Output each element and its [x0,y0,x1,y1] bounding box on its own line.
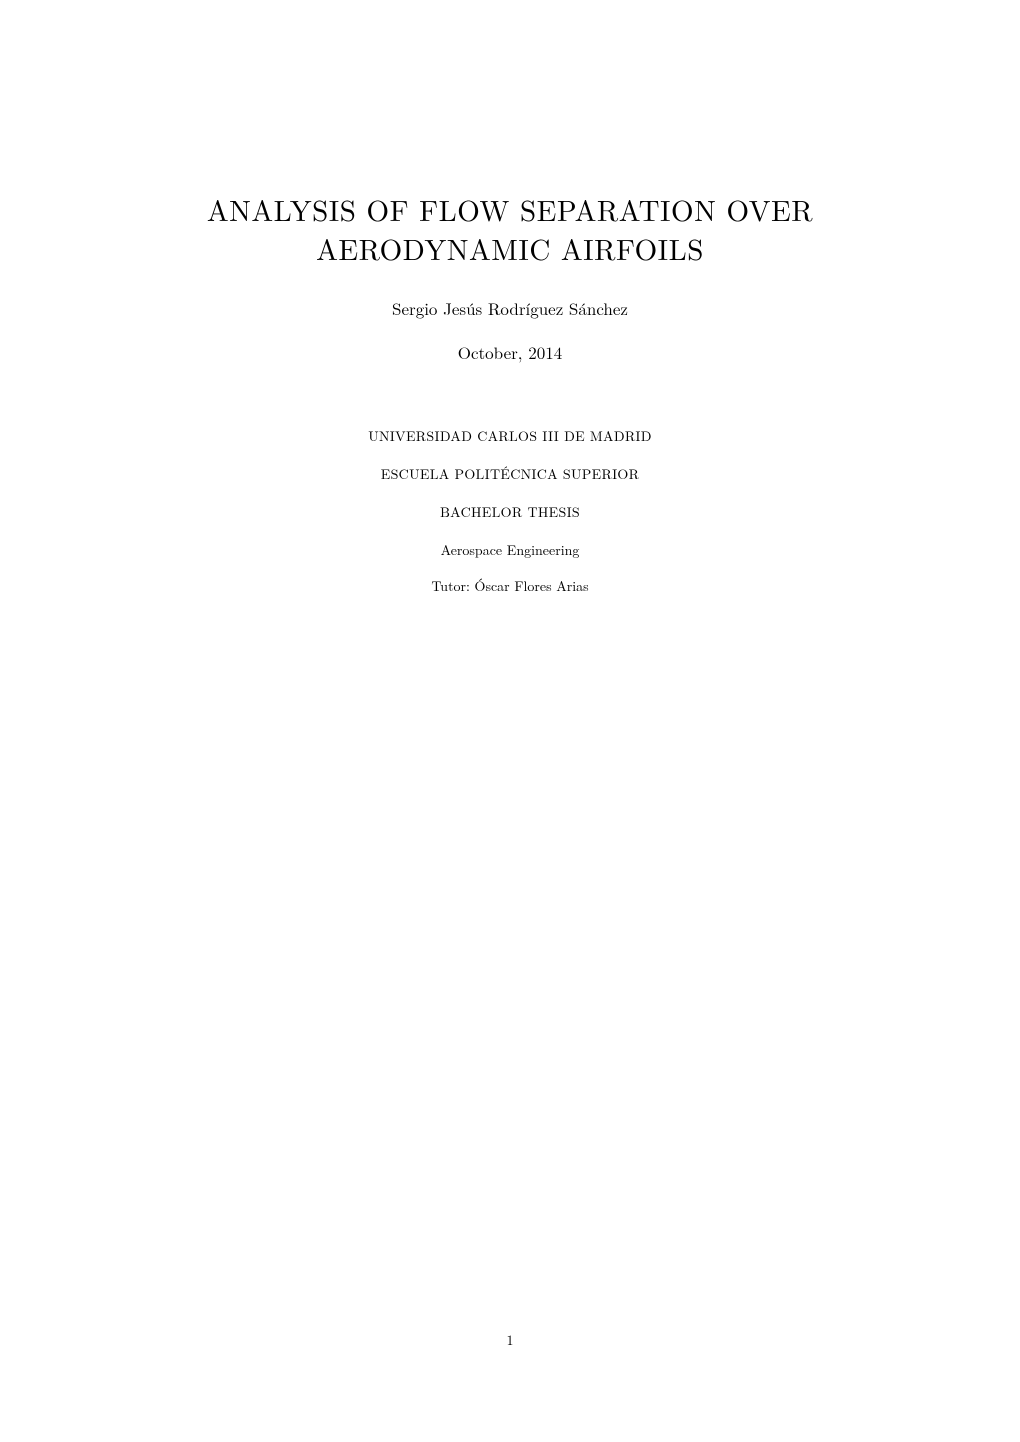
degree-name: Aerospace Engineering [441,540,580,560]
document-title-line1: ANALYSIS OF FLOW SEPARATION OVER [207,190,813,229]
university-name: UNIVERSIDAD CARLOS III DE MADRID [368,426,652,446]
tutor-name: Tutor: Óscar Flores Arias [431,576,588,596]
page-number: 1 [507,1330,514,1350]
document-title-line2: AERODYNAMIC AIRFOILS [316,229,704,268]
thesis-type: BACHELOR THESIS [440,502,580,522]
document-date: October, 2014 [458,340,562,364]
title-page: ANALYSIS OF FLOW SEPARATION OVER AERODYN… [0,0,1020,1442]
school-name: ESCUELA POLITÉCNICA SUPERIOR [381,464,639,484]
author-name: Sergio Jesús Rodríguez Sánchez [392,296,628,320]
institution-block: UNIVERSIDAD CARLOS III DE MADRID ESCUELA… [368,426,652,596]
